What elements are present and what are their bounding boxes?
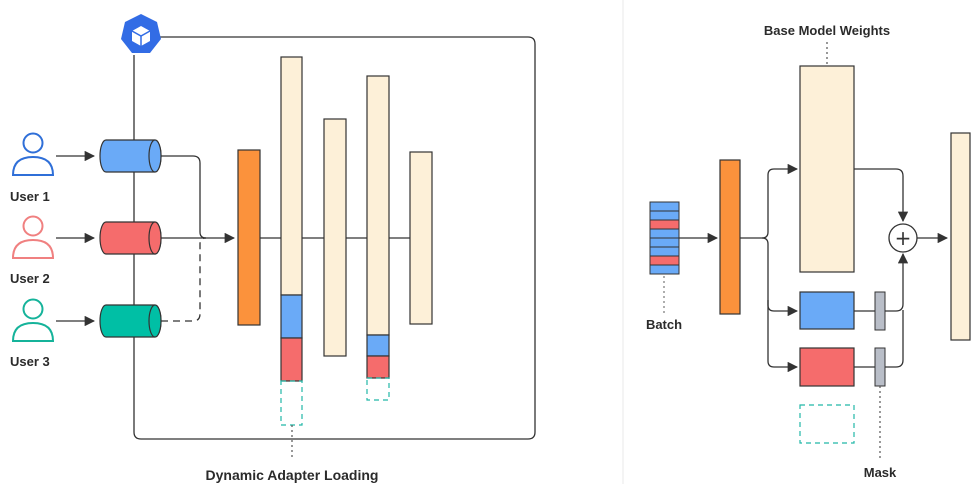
mask-block-1: [874, 291, 886, 331]
output-column: [950, 132, 971, 341]
kubernetes-logo-icon: [121, 14, 161, 53]
dynamic-adapter-caption: Dynamic Adapter Loading: [206, 467, 379, 483]
base-weights-label: Base Model Weights: [764, 23, 890, 38]
weight-column-4: [409, 151, 433, 325]
orange-layer-right: [719, 159, 741, 315]
user-1-icon: [11, 132, 55, 176]
right-diagram: Base Model Weights Batch: [646, 23, 971, 480]
user-2-icon: [11, 215, 55, 259]
adapter-red-2: [366, 355, 390, 379]
queue-teal: [99, 304, 162, 338]
orange-layer: [237, 149, 261, 326]
adapter-red-1: [280, 337, 303, 382]
base-to-plus: [854, 168, 909, 223]
adapter-blue-right: [799, 291, 855, 330]
plus-symbol: +: [895, 226, 912, 250]
mask-2-line: [885, 310, 904, 368]
adapter-slot-right: [799, 404, 855, 444]
adapter-blue-1: [280, 294, 303, 339]
batch-stack: [649, 201, 680, 275]
weight-column-3: [366, 75, 390, 336]
user-2-label: User 2: [10, 271, 50, 286]
adapter-slot-2: [366, 377, 390, 401]
mask-label: Mask: [864, 465, 897, 480]
user-3-icon: [11, 298, 55, 342]
cluster-frame: [133, 36, 536, 440]
queue-teal-line: [161, 237, 207, 322]
branch-to-blue: [761, 237, 799, 317]
branch-to-red: [767, 300, 799, 373]
mask-block-2: [874, 347, 886, 387]
weight-column-2: [323, 118, 347, 357]
queue-blue: [99, 139, 162, 173]
queue-blue-line: [161, 155, 207, 239]
left-diagram: User 1 User 2 User 3: [10, 14, 536, 483]
branch-to-base: [740, 163, 799, 239]
weight-column-1: [280, 56, 303, 296]
base-weights-box: [799, 65, 855, 273]
adapter-blue-2: [366, 334, 390, 357]
user-1-label: User 1: [10, 189, 50, 204]
adapter-red-right: [799, 347, 855, 387]
user-3-label: User 3: [10, 354, 50, 369]
queue-red: [99, 221, 162, 255]
adapter-slot-1: [280, 380, 303, 426]
batch-label: Batch: [646, 317, 682, 332]
mask-to-plus: [885, 252, 909, 312]
